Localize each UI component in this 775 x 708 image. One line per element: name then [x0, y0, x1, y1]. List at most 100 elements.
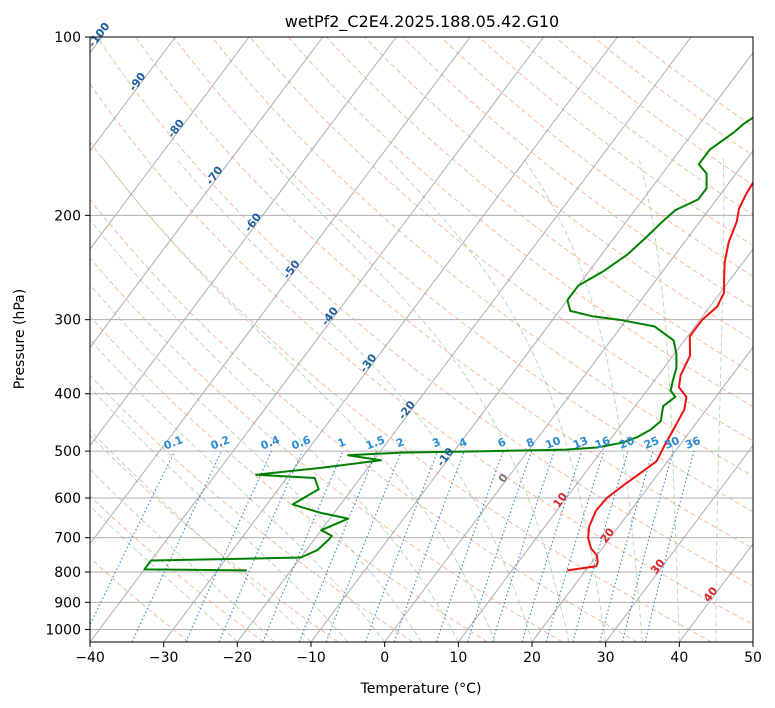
- isotherm-label: 20: [598, 525, 618, 545]
- x-tick-label: 20: [523, 650, 541, 666]
- isotherm-line: [457, 248, 753, 642]
- isotherm-line: [384, 150, 753, 642]
- y-tick-label: 100: [54, 30, 81, 46]
- isotherm-line: [90, 37, 471, 545]
- x-tick-label: −30: [149, 650, 179, 666]
- mixing-ratio-line: [435, 450, 504, 642]
- dry-adiabat: [90, 141, 712, 642]
- dry-adiabat: [90, 374, 414, 642]
- isotherm-label: 40: [701, 584, 721, 604]
- x-tick-label: −40: [75, 650, 105, 666]
- mixing-ratio-label: 1.5: [364, 433, 387, 452]
- isotherm-line: [752, 641, 753, 642]
- isotherm-label: -20: [396, 398, 419, 422]
- dewpoint-line: [143, 116, 753, 572]
- isotherm-label: -30: [357, 351, 380, 375]
- moist-adiabat: [90, 386, 349, 642]
- isotherm-label: 0: [496, 471, 511, 485]
- mixing-ratio-line: [599, 450, 654, 642]
- moist-adiabat: [387, 157, 607, 642]
- y-tick-label: 200: [54, 208, 81, 224]
- mixing-ratio-line: [131, 450, 223, 642]
- mixing-ratio-line: [491, 450, 555, 642]
- y-tick-label: 300: [54, 313, 81, 329]
- isotherm-line: [605, 444, 753, 642]
- dry-adiabat: [440, 37, 753, 278]
- plot-frame: [89, 36, 754, 643]
- isotherm-label: -70: [203, 163, 226, 187]
- mixing-ratio-label: 0.1: [162, 433, 185, 452]
- isotherm-label: 10: [551, 490, 571, 510]
- mixing-ratio-line: [364, 450, 439, 642]
- moist-adiabat: [90, 283, 422, 642]
- mixing-ratio-label: 4: [457, 435, 469, 450]
- isotherm-line: [310, 51, 753, 642]
- isotherm-label: -60: [242, 210, 265, 234]
- isotherm-label: -90: [126, 70, 149, 94]
- mixing-ratio-label: 36: [683, 434, 702, 452]
- dry-adiabat: [516, 37, 753, 216]
- x-tick-label: 30: [597, 650, 615, 666]
- y-tick-label: 900: [54, 595, 81, 611]
- isotherm-label: -80: [165, 117, 188, 141]
- mixing-ratio-line: [466, 450, 533, 642]
- x-tick-label: 40: [670, 650, 688, 666]
- dry-adiabat: [90, 557, 190, 642]
- mixing-ratio-line: [298, 450, 378, 642]
- mixing-ratio-line: [90, 450, 176, 627]
- isotherm-line: [90, 37, 250, 250]
- isotherm-label: -50: [280, 257, 303, 281]
- y-tick-label: 500: [54, 444, 81, 460]
- dry-adiabat: [90, 257, 563, 642]
- dry-adiabat: [90, 198, 638, 642]
- mixing-ratio-label: 6: [496, 435, 508, 450]
- mixing-ratio-line: [325, 450, 403, 642]
- mixing-ratio-line: [393, 450, 465, 642]
- mixing-ratio-line: [572, 450, 629, 642]
- mixing-ratio-line: [185, 450, 273, 642]
- isotherm-line: [90, 37, 324, 349]
- dry-adiabat: [325, 37, 753, 374]
- dry-adiabat: [90, 495, 264, 642]
- mixing-ratio-label: 2: [394, 435, 406, 450]
- y-tick-label: 700: [54, 531, 81, 547]
- dry-adiabat: [96, 37, 753, 587]
- y-tick-label: 400: [54, 387, 81, 403]
- mixing-ratio-line: [545, 450, 605, 642]
- isotherm-line: [531, 346, 753, 642]
- mixing-ratio-label: 3: [430, 435, 442, 450]
- mixing-ratio-label: 30: [662, 434, 681, 452]
- mixing-ratio-label: 0.2: [209, 433, 232, 452]
- dry-adiabat: [287, 37, 753, 408]
- isotherm-line: [236, 37, 692, 642]
- moist-adiabat: [715, 157, 725, 642]
- y-tick-label: 1000: [45, 622, 81, 638]
- mixing-ratio-line: [621, 450, 674, 642]
- isotherm-line: [163, 37, 618, 642]
- chart-title: wetPf2_C2E4.2025.188.05.42.G10: [285, 12, 559, 32]
- isotherm-line: [90, 37, 545, 642]
- x-axis-label: Temperature (°C): [360, 681, 482, 697]
- x-tick-label: 10: [449, 650, 467, 666]
- mixing-ratio-label: 0.4: [259, 433, 282, 452]
- mixing-ratio-label: 16: [593, 434, 612, 452]
- y-axis-label: Pressure (hPa): [12, 289, 28, 389]
- mixing-ratio-line: [644, 450, 695, 642]
- temperature-line: [567, 180, 753, 572]
- mixing-ratio-label: 10: [544, 434, 563, 452]
- mixing-ratio-line: [218, 450, 303, 642]
- y-tick-label: 800: [54, 565, 81, 581]
- mixing-ratio-line: [521, 450, 583, 642]
- mixing-ratio-label: 20: [617, 434, 636, 452]
- mixing-ratio-label: 1: [336, 435, 348, 450]
- isotherm-line: [90, 37, 397, 447]
- isotherm-line: [678, 542, 753, 642]
- mixing-ratio-label: 8: [524, 435, 536, 450]
- dry-adiabat: [554, 37, 753, 186]
- mixing-ratio-line: [262, 450, 344, 642]
- dry-adiabat: [90, 83, 753, 625]
- moist-adiabat: [638, 157, 680, 642]
- mixing-ratio-label: 0.6: [290, 433, 313, 452]
- mixing-ratio-label: 13: [571, 434, 590, 452]
